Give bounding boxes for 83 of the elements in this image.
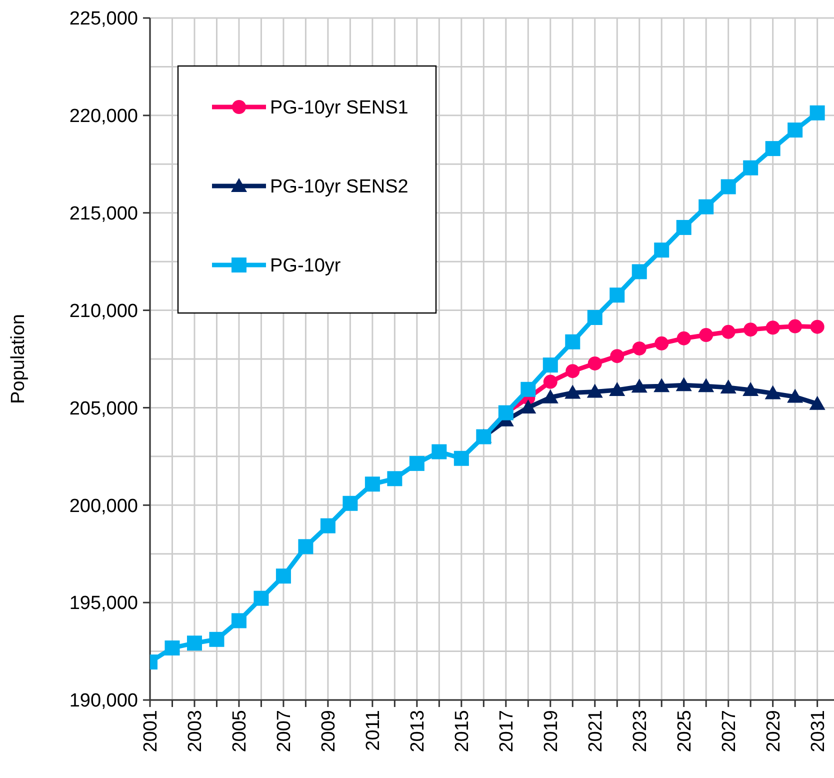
x-tick-label: 2029	[763, 710, 784, 752]
point	[542, 389, 558, 404]
point	[742, 382, 759, 396]
point	[764, 385, 781, 400]
y-tick-label: 225,000	[69, 8, 138, 30]
point	[766, 320, 780, 335]
point	[276, 568, 291, 584]
x-tick-label: 2021	[586, 710, 607, 752]
point	[387, 471, 402, 486]
point	[588, 356, 602, 370]
point	[454, 450, 469, 466]
point	[543, 374, 558, 389]
y-tick-label: 205,000	[69, 398, 138, 420]
point	[520, 382, 536, 397]
point	[720, 379, 736, 394]
point	[566, 364, 580, 378]
x-tick-label: 2017	[496, 710, 518, 752]
x-tick-label: 2031	[808, 710, 829, 752]
point	[342, 496, 358, 511]
point	[744, 322, 758, 337]
point	[610, 349, 624, 364]
point	[565, 334, 580, 350]
point	[654, 336, 669, 350]
x-tick-label: 2001	[140, 710, 162, 752]
point	[520, 400, 536, 414]
point	[364, 476, 380, 492]
point	[787, 388, 804, 403]
point	[654, 378, 670, 392]
point	[676, 377, 692, 392]
point	[254, 590, 269, 606]
point	[743, 160, 758, 176]
point	[810, 105, 825, 120]
point	[698, 378, 714, 392]
y-tick-label: 210,000	[69, 300, 138, 322]
legend-label: PG-10yr SENS2	[270, 176, 408, 198]
x-tick-label: 2025	[674, 710, 696, 752]
point	[409, 456, 424, 471]
point	[586, 384, 603, 398]
point	[810, 320, 824, 334]
point	[610, 288, 625, 303]
point	[632, 264, 647, 280]
point	[231, 613, 246, 628]
x-tick-label: 2023	[630, 710, 652, 752]
point	[320, 518, 336, 534]
point	[720, 179, 736, 194]
x-tick-label: 2005	[230, 710, 251, 752]
point	[765, 141, 780, 156]
point	[564, 384, 581, 399]
legend-label: PG-10yr	[270, 256, 342, 277]
x-tick-label: 2027	[718, 710, 740, 752]
point	[632, 341, 646, 356]
point	[432, 444, 447, 460]
x-tick-label: 2011	[363, 710, 384, 751]
y-tick-label: 200,000	[69, 496, 138, 517]
point	[631, 378, 648, 393]
point	[698, 199, 714, 214]
point	[609, 382, 626, 396]
legend-label: PG-10yr SENS1	[270, 98, 408, 119]
point	[542, 358, 558, 373]
point	[298, 539, 314, 554]
y-tick-label: 195,000	[69, 593, 138, 614]
point	[721, 324, 736, 339]
point	[788, 122, 803, 138]
y-axis-title: Population	[8, 314, 29, 404]
y-tick-label: 215,000	[69, 204, 138, 225]
point	[587, 310, 602, 325]
point	[788, 319, 802, 334]
x-tick-label: 2007	[274, 710, 296, 752]
x-tick-label: 2019	[541, 710, 562, 752]
point	[164, 640, 180, 656]
y-tick-label: 190,000	[69, 690, 138, 712]
point	[699, 328, 714, 342]
y-tick-label: 220,000	[69, 106, 138, 128]
point	[209, 632, 224, 647]
x-tick-label: 2015	[452, 710, 474, 752]
point	[676, 331, 691, 346]
x-tick-label: 2009	[318, 710, 340, 752]
point	[186, 636, 202, 651]
point	[676, 220, 692, 235]
point	[809, 396, 826, 410]
point	[654, 242, 670, 258]
x-tick-label: 2003	[185, 710, 206, 752]
x-tick-label: 2013	[408, 710, 429, 752]
